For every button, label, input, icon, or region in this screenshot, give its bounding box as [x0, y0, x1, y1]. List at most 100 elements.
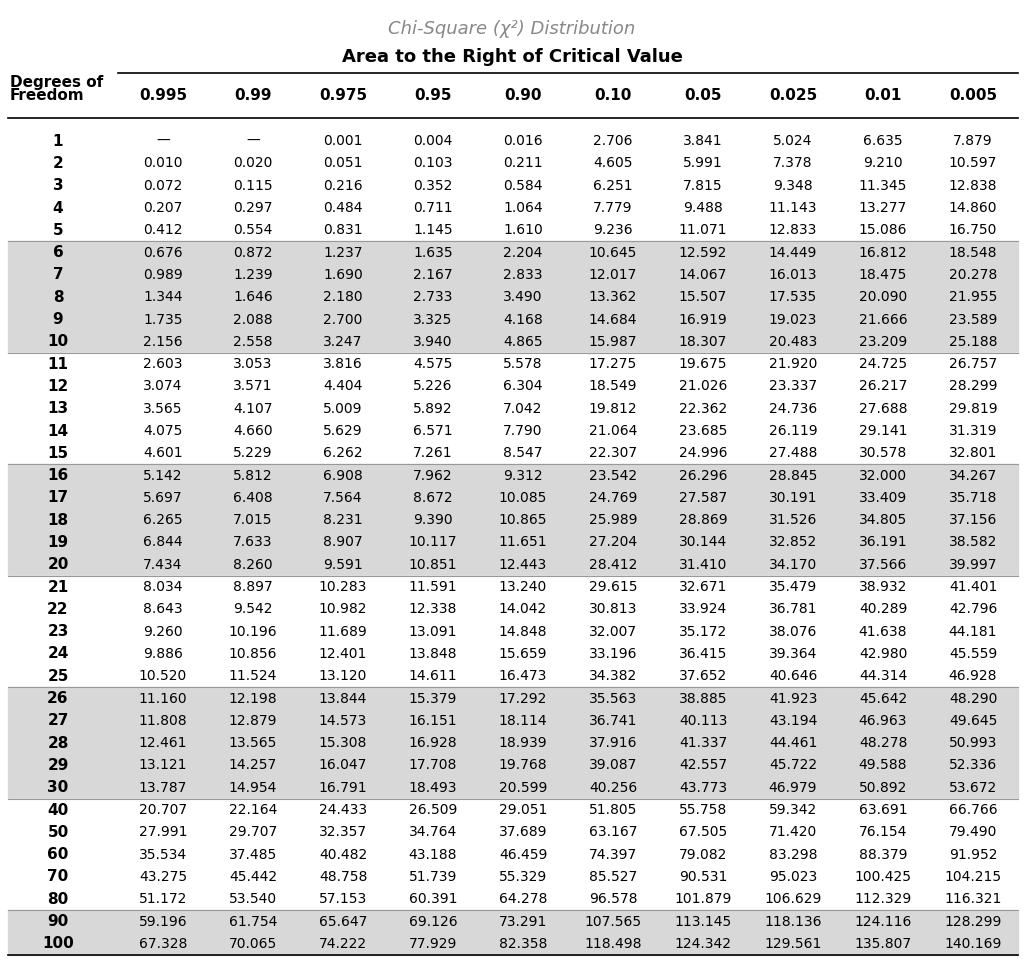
- Text: Chi-Square (χ²) Distribution: Chi-Square (χ²) Distribution: [388, 20, 636, 38]
- Text: 5.024: 5.024: [773, 134, 813, 148]
- Text: 13.362: 13.362: [589, 290, 637, 305]
- Text: 24.736: 24.736: [769, 402, 817, 415]
- Text: 8.231: 8.231: [324, 513, 362, 527]
- Text: 36.741: 36.741: [589, 714, 637, 728]
- Text: 53.672: 53.672: [949, 781, 997, 794]
- Text: 82.358: 82.358: [499, 937, 547, 951]
- Text: 36.415: 36.415: [679, 647, 727, 661]
- Text: 6.262: 6.262: [324, 446, 362, 461]
- Text: 51.739: 51.739: [409, 870, 457, 884]
- Text: 2.156: 2.156: [143, 335, 183, 349]
- Text: 90.531: 90.531: [679, 870, 727, 884]
- Text: 23.542: 23.542: [589, 469, 637, 483]
- Text: 7.378: 7.378: [773, 156, 813, 171]
- Text: 11: 11: [47, 357, 69, 371]
- Text: 23.685: 23.685: [679, 424, 727, 438]
- Text: 70.065: 70.065: [229, 937, 278, 951]
- Text: 25: 25: [47, 669, 69, 683]
- Text: 36.781: 36.781: [769, 602, 817, 616]
- Text: 14: 14: [47, 423, 69, 439]
- Text: 74.397: 74.397: [589, 847, 637, 862]
- Text: 0.051: 0.051: [324, 156, 362, 171]
- Text: 10.283: 10.283: [318, 580, 368, 594]
- Text: 129.561: 129.561: [764, 937, 821, 951]
- Text: 25.989: 25.989: [589, 513, 637, 527]
- Text: 0.711: 0.711: [414, 201, 453, 215]
- Text: 10.645: 10.645: [589, 246, 637, 259]
- Text: 0.99: 0.99: [234, 88, 271, 102]
- Text: 112.329: 112.329: [854, 893, 911, 906]
- Text: 43.275: 43.275: [139, 870, 187, 884]
- Text: 8.034: 8.034: [143, 580, 182, 594]
- Text: 10.196: 10.196: [228, 625, 278, 639]
- Text: 24: 24: [47, 647, 69, 661]
- Text: 33.409: 33.409: [859, 491, 907, 505]
- Text: 36.191: 36.191: [859, 535, 907, 549]
- Text: 31.410: 31.410: [679, 558, 727, 572]
- Text: 45.722: 45.722: [769, 759, 817, 772]
- Text: 9: 9: [52, 312, 63, 327]
- Text: 23.337: 23.337: [769, 380, 817, 393]
- Text: 18.307: 18.307: [679, 335, 727, 349]
- Text: 35.718: 35.718: [949, 491, 997, 505]
- Bar: [8, 465, 1018, 576]
- Text: 13: 13: [47, 401, 69, 416]
- Text: 1.735: 1.735: [143, 312, 182, 327]
- Text: 12.592: 12.592: [679, 246, 727, 259]
- Text: 0.412: 0.412: [143, 224, 182, 237]
- Text: 40.256: 40.256: [589, 781, 637, 794]
- Text: 13.120: 13.120: [318, 669, 368, 683]
- Text: 20.483: 20.483: [769, 335, 817, 349]
- Text: 40.646: 40.646: [769, 669, 817, 683]
- Text: 31.319: 31.319: [949, 424, 997, 438]
- Text: 90: 90: [47, 914, 69, 929]
- Text: 8.672: 8.672: [414, 491, 453, 505]
- Text: 14.042: 14.042: [499, 602, 547, 616]
- Text: 6.571: 6.571: [414, 424, 453, 438]
- Text: 118.498: 118.498: [585, 937, 642, 951]
- Text: 67.505: 67.505: [679, 825, 727, 840]
- Text: 7.962: 7.962: [414, 469, 453, 483]
- Text: 41.337: 41.337: [679, 736, 727, 750]
- Text: 30.813: 30.813: [589, 602, 637, 616]
- Text: 44.181: 44.181: [949, 625, 997, 639]
- Text: 20: 20: [47, 557, 69, 573]
- Text: 79.490: 79.490: [949, 825, 997, 840]
- Text: 1.646: 1.646: [233, 290, 272, 305]
- Text: 80: 80: [47, 892, 69, 907]
- Text: 24.433: 24.433: [318, 803, 367, 817]
- Text: 3.565: 3.565: [143, 402, 182, 415]
- Text: 60.391: 60.391: [409, 893, 458, 906]
- Text: 45.642: 45.642: [859, 691, 907, 706]
- Text: 6.844: 6.844: [143, 535, 183, 549]
- Text: 50.993: 50.993: [949, 736, 997, 750]
- Text: 13.277: 13.277: [859, 201, 907, 215]
- Text: 0.554: 0.554: [233, 224, 272, 237]
- Text: 13.091: 13.091: [409, 625, 458, 639]
- Text: 8.260: 8.260: [233, 558, 272, 572]
- Text: 9.886: 9.886: [143, 647, 183, 661]
- Text: 0.115: 0.115: [233, 178, 272, 193]
- Text: 1.690: 1.690: [324, 268, 362, 281]
- Text: —: —: [156, 134, 170, 148]
- Text: 38.932: 38.932: [859, 580, 907, 594]
- Text: 42.980: 42.980: [859, 647, 907, 661]
- Text: 30.578: 30.578: [859, 446, 907, 461]
- Text: 42.796: 42.796: [949, 602, 997, 616]
- Text: 35.479: 35.479: [769, 580, 817, 594]
- Text: 15.987: 15.987: [589, 335, 637, 349]
- Text: 38.582: 38.582: [949, 535, 997, 549]
- Text: 6.408: 6.408: [233, 491, 272, 505]
- Text: 48.758: 48.758: [318, 870, 368, 884]
- Text: 9.542: 9.542: [233, 602, 272, 616]
- Text: 3.053: 3.053: [233, 357, 272, 371]
- Text: 27.488: 27.488: [769, 446, 817, 461]
- Text: 5.991: 5.991: [683, 156, 723, 171]
- Text: 16.047: 16.047: [318, 759, 368, 772]
- Text: 28: 28: [47, 736, 69, 751]
- Text: 59.196: 59.196: [138, 915, 187, 928]
- Text: 16.791: 16.791: [318, 781, 368, 794]
- Text: 1.239: 1.239: [233, 268, 272, 281]
- Text: 35.172: 35.172: [679, 625, 727, 639]
- Text: 10.865: 10.865: [499, 513, 547, 527]
